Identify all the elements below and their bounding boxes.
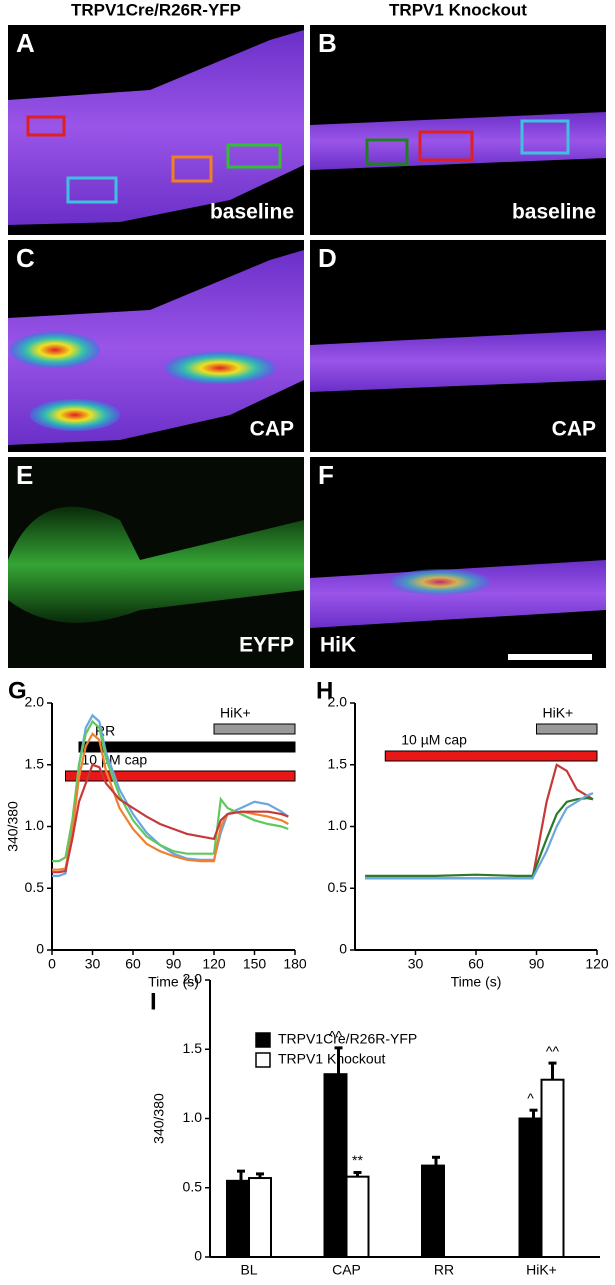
x-tick-label: 30 (408, 956, 424, 972)
x-tick-label: CAP (332, 1262, 361, 1278)
x-tick-label: 90 (166, 956, 182, 972)
y-tick-label: 0 (339, 941, 347, 957)
y-tick-label: 0.5 (328, 879, 348, 895)
trace (365, 792, 594, 880)
trace (52, 719, 289, 863)
x-tick-label: RR (434, 1262, 454, 1278)
y-tick-label: 1.5 (328, 755, 348, 771)
y-tick-label: 1.0 (25, 817, 45, 833)
y-axis-label: 340/380 (5, 801, 21, 852)
y-tick-label: 0.5 (183, 1178, 203, 1194)
legend-swatch (255, 1052, 271, 1068)
bar (518, 1117, 543, 1258)
y-tick-label: 0 (36, 941, 44, 957)
x-axis-label: Time (s) (451, 974, 502, 990)
panel-letter: D (318, 243, 337, 273)
condition-label: 10 µM cap (401, 732, 467, 748)
panel-label: CAP (250, 418, 294, 441)
x-tick-label: 120 (585, 956, 609, 972)
panel-letter: A (16, 28, 35, 58)
image-panel (310, 457, 606, 668)
condition-bar (65, 770, 296, 782)
significance-label: ^^ (329, 1028, 343, 1044)
panel-letter: F (318, 460, 334, 490)
y-tick-label: 0.5 (25, 879, 45, 895)
x-tick-label: HiK+ (526, 1262, 557, 1278)
legend-label: TRPV1Cre/R26R-YFP (278, 1031, 417, 1047)
x-axis-label: Time (s) (148, 974, 199, 990)
panel-letter: I (150, 988, 157, 1015)
image-panel (310, 25, 606, 235)
y-tick-label: 1.0 (183, 1109, 203, 1125)
x-tick-label: 60 (468, 956, 484, 972)
panel-letter: B (318, 28, 337, 58)
trace (52, 763, 289, 874)
image-panel (8, 240, 304, 452)
x-tick-label: 120 (202, 956, 226, 972)
y-tick-label: 2.0 (328, 694, 348, 710)
panel-label: HiK (320, 634, 356, 657)
panel-label: baseline (512, 201, 596, 224)
x-tick-label: BL (240, 1262, 257, 1278)
panel-label: EYFP (239, 634, 294, 657)
condition-label: HiK+ (220, 705, 251, 721)
panel-letter: C (16, 243, 35, 273)
panel-label: baseline (210, 201, 294, 224)
legend-label: TRPV1 Knockout (278, 1051, 385, 1067)
x-tick-label: 150 (243, 956, 267, 972)
panel-letter: E (16, 460, 33, 490)
image-panel (8, 25, 304, 235)
significance-label: ** (352, 1152, 363, 1168)
y-tick-label: 0 (194, 1248, 202, 1264)
legend-swatch (255, 1032, 271, 1048)
x-tick-label: 0 (48, 956, 56, 972)
y-tick-label: 2.0 (25, 694, 45, 710)
condition-bar (78, 741, 296, 753)
condition-bar (536, 723, 598, 735)
column-header: TRPV1 Knockout (389, 0, 527, 19)
x-tick-label: 180 (283, 956, 307, 972)
condition-label: 10 µM cap (82, 752, 148, 768)
image-panel (310, 240, 606, 452)
bar (323, 1073, 348, 1259)
significance-label: ^ (527, 1090, 534, 1106)
column-header: TRPV1Cre/R26R-YFP (71, 0, 241, 19)
x-tick-label: 90 (529, 956, 545, 972)
y-tick-label: 1.5 (25, 755, 45, 771)
bar (421, 1164, 445, 1258)
bar (226, 1179, 250, 1258)
panel-label: CAP (552, 418, 596, 441)
image-panel (8, 457, 304, 668)
y-tick-label: 1.0 (328, 817, 348, 833)
bar (540, 1078, 565, 1258)
y-tick-label: 1.5 (183, 1040, 203, 1056)
bar (345, 1175, 370, 1259)
condition-bar (384, 750, 598, 762)
condition-label: HiK+ (543, 705, 574, 721)
trace (52, 713, 289, 877)
y-axis-label: 340/380 (151, 1093, 167, 1144)
panel-letter: H (316, 677, 333, 704)
bar (248, 1177, 272, 1259)
panel-letter: G (8, 677, 27, 704)
trace (365, 796, 594, 877)
x-tick-label: 30 (85, 956, 101, 972)
y-tick-label: 2.0 (183, 971, 203, 987)
x-tick-label: 60 (125, 956, 141, 972)
significance-label: ^^ (546, 1043, 560, 1059)
condition-bar (213, 723, 296, 735)
